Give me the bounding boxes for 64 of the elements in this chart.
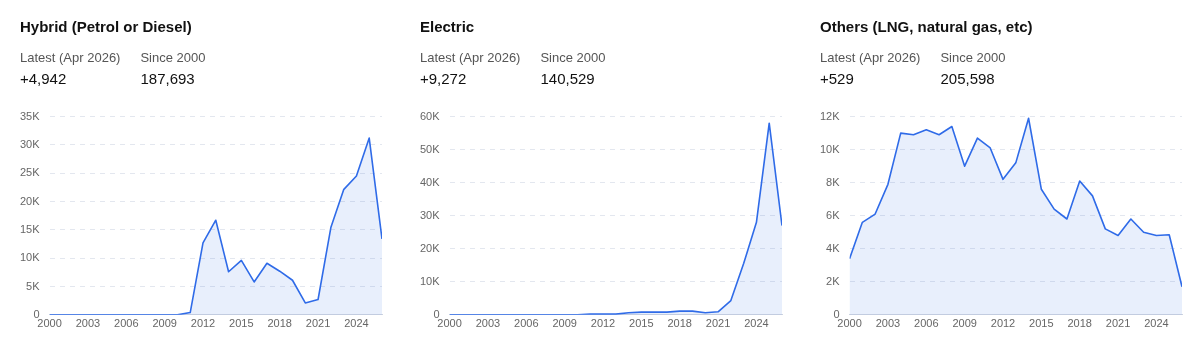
- text: +9,272: [420, 70, 468, 87]
- chart-title: Electric: [420, 18, 475, 35]
- y-tick-label: 0: [433, 307, 440, 320]
- x-tick-label: 2006: [914, 317, 939, 330]
- x-tick-label: 2021: [1105, 317, 1131, 330]
- x-tick-label: 2006: [514, 317, 539, 330]
- y-tick-label: 12K: [819, 109, 841, 122]
- y-tick-label: 4K: [826, 241, 841, 254]
- y-tick-label: 5K: [26, 279, 41, 292]
- text: 187,693: [140, 70, 196, 87]
- x-tick-label: 2021: [705, 317, 731, 330]
- text: Latest (Apr 2026): [420, 50, 521, 65]
- y-tick-label: 6K: [826, 208, 841, 221]
- x-tick-label: 2018: [1067, 317, 1092, 330]
- x-tick-label: 2018: [267, 317, 292, 330]
- x-tick-label: 2012: [590, 317, 616, 330]
- y-tick-label: 2K: [826, 274, 841, 287]
- x-tick-label: 2024: [1144, 317, 1169, 330]
- text: Since 2000: [540, 50, 606, 65]
- x-tick-label: 2015: [1029, 317, 1054, 330]
- y-tick-label: 10K: [19, 251, 41, 264]
- y-tick-label: 0: [33, 307, 40, 320]
- x-tick-label: 2000: [437, 317, 462, 330]
- x-tick-label: 2000: [37, 317, 62, 330]
- x-tick-label: 2024: [344, 317, 369, 330]
- y-tick-label: 50K: [419, 142, 441, 155]
- x-tick-label: 2003: [75, 317, 101, 330]
- x-tick-label: 2012: [990, 317, 1016, 330]
- text: Since 2000: [940, 50, 1006, 65]
- y-tick-label: 30K: [19, 137, 41, 150]
- x-tick-label: 2015: [229, 317, 254, 330]
- text: 140,529: [540, 70, 596, 87]
- x-tick-label: 2009: [552, 317, 577, 330]
- x-tick-label: 2003: [475, 317, 501, 330]
- y-tick-label: 25K: [19, 166, 41, 179]
- x-tick-label: 2009: [952, 317, 977, 330]
- x-tick-label: 2000: [837, 317, 862, 330]
- chart-title: Others (LNG, natural gas, etc): [820, 18, 1033, 35]
- y-tick-label: 40K: [419, 175, 441, 188]
- text: Latest (Apr 2026): [820, 50, 921, 65]
- y-tick-label: 20K: [419, 241, 441, 254]
- y-tick-label: 8K: [826, 175, 841, 188]
- x-tick-label: 2012: [190, 317, 216, 330]
- x-tick-label: 2021: [305, 317, 331, 330]
- text: Since 2000: [140, 50, 206, 65]
- x-tick-label: 2024: [744, 317, 769, 330]
- y-tick-label: 0: [833, 307, 840, 320]
- text: +4,942: [20, 70, 68, 87]
- chart-title: Hybrid (Petrol or Diesel): [20, 18, 192, 35]
- text: 205,598: [940, 70, 996, 87]
- y-tick-label: 20K: [19, 194, 41, 207]
- x-tick-label: 2015: [629, 317, 654, 330]
- x-tick-label: 2018: [667, 317, 692, 330]
- y-tick-label: 60K: [419, 109, 441, 122]
- y-tick-label: 30K: [419, 208, 441, 221]
- y-tick-label: 10K: [419, 274, 441, 287]
- x-tick-label: 2009: [152, 317, 177, 330]
- y-tick-label: 35K: [19, 109, 41, 122]
- y-tick-label: 15K: [19, 222, 41, 235]
- text: Latest (Apr 2026): [20, 50, 121, 65]
- x-tick-label: 2003: [875, 317, 901, 330]
- y-tick-label: 10K: [819, 142, 841, 155]
- x-tick-label: 2006: [114, 317, 139, 330]
- text: +529: [820, 70, 855, 87]
